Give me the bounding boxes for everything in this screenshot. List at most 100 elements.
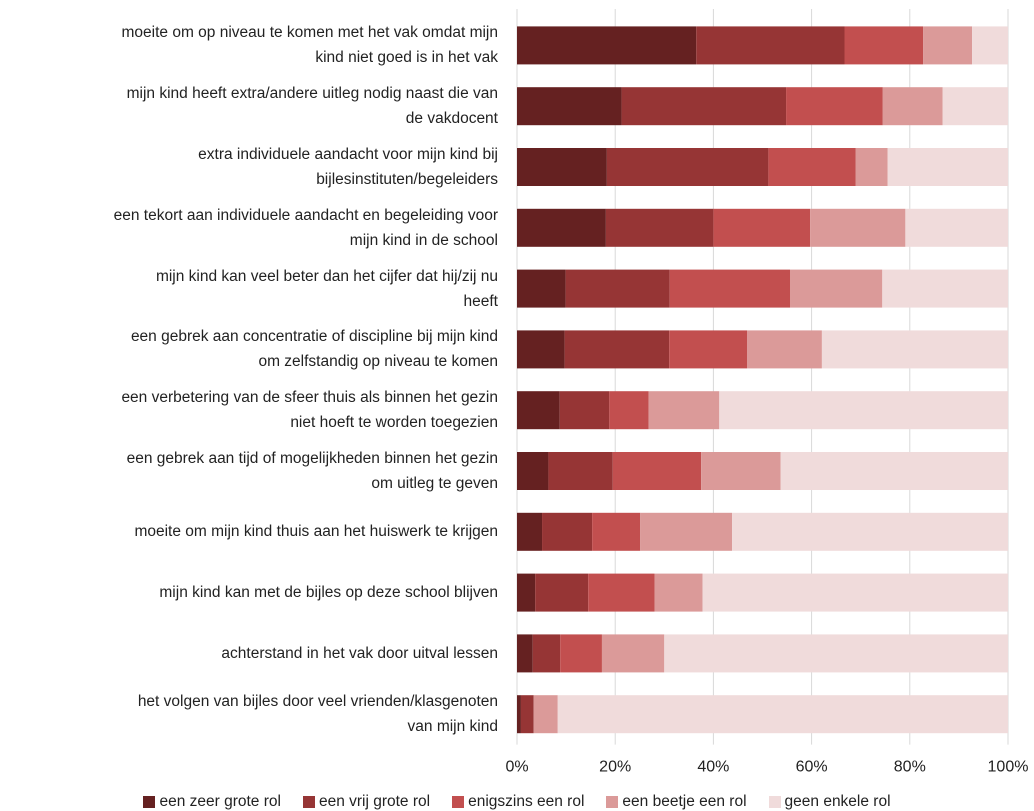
category-label-line: achterstand in het vak door uitval lesse… bbox=[221, 644, 498, 662]
stacked-bar-chart: 0% 20% 40% 60% 80% 100% bbox=[505, 9, 1029, 776]
bar-segment bbox=[669, 269, 790, 308]
bar-segment bbox=[701, 452, 781, 490]
category-label: een gebrek aan tijd of mogelijkheden bin… bbox=[0, 446, 498, 496]
bar-segment bbox=[517, 634, 533, 673]
category-label: moeite om mijn kind thuis aan het huiswe… bbox=[0, 519, 498, 544]
category-label: mijn kind kan veel beter dan het cijfer … bbox=[0, 264, 498, 314]
bars bbox=[517, 26, 1008, 734]
category-label: mijn kind kan met de bijles op deze scho… bbox=[0, 580, 498, 605]
bar-segment bbox=[601, 634, 665, 673]
legend-label: een vrij grote rol bbox=[318, 792, 431, 810]
bar-segment bbox=[780, 452, 1008, 490]
bar-segment bbox=[882, 87, 943, 126]
bar-segment bbox=[654, 573, 703, 612]
category-label-line: een gebrek aan concentratie of disciplin… bbox=[130, 328, 498, 346]
bar-segment bbox=[605, 208, 714, 247]
gridlines bbox=[516, 9, 1009, 745]
bar-segment bbox=[517, 26, 697, 65]
bar-segment bbox=[882, 269, 1008, 308]
legend-swatch bbox=[768, 795, 781, 808]
category-label-line: moeite om op niveau te komen met het vak… bbox=[121, 24, 499, 42]
legend-label: geen enkele rol bbox=[784, 792, 891, 810]
x-tick-label: 60% bbox=[796, 759, 828, 776]
category-label-line: een verbetering van de sfeer thuis als b… bbox=[121, 389, 498, 407]
bar-segment bbox=[517, 208, 606, 247]
bar-segment bbox=[732, 512, 1008, 551]
legend-item: een zeer grote rol bbox=[143, 792, 281, 811]
bar-segment bbox=[664, 634, 1008, 673]
bar-segment bbox=[810, 208, 906, 247]
bar-segment bbox=[564, 330, 670, 369]
category-label-line: niet hoeft te worden toegezien bbox=[290, 414, 498, 432]
bar-segment bbox=[747, 330, 822, 369]
bar-segment bbox=[821, 330, 1008, 369]
legend-item: een vrij grote rol bbox=[302, 792, 431, 811]
bar-segment bbox=[905, 208, 1008, 247]
category-label-line: moeite om mijn kind thuis aan het huiswe… bbox=[134, 523, 498, 541]
bar-segment bbox=[855, 148, 888, 186]
category-label-line: het volgen van bijles door veel vrienden… bbox=[137, 693, 498, 711]
x-tick-label: 40% bbox=[697, 759, 729, 776]
bar-segment bbox=[612, 452, 702, 490]
category-label: een verbetering van de sfeer thuis als b… bbox=[0, 385, 498, 435]
bar-segment bbox=[565, 269, 670, 308]
bar-segment bbox=[789, 269, 883, 308]
bar-segment bbox=[557, 695, 1008, 734]
bar-segment bbox=[532, 634, 561, 673]
category-label-line: een gebrek aan tijd of mogelijkheden bin… bbox=[126, 450, 498, 467]
bar-segment bbox=[606, 148, 769, 186]
category-label-line: mijn kind heeft extra/andere uitleg nodi… bbox=[126, 85, 498, 103]
bar-segment bbox=[548, 452, 613, 490]
bar-segment bbox=[517, 695, 521, 734]
bar-segment bbox=[609, 391, 649, 430]
bar-segment bbox=[592, 512, 641, 551]
bar-segment bbox=[648, 391, 720, 430]
bar-segment bbox=[535, 573, 589, 612]
bar-segment bbox=[887, 148, 1008, 186]
category-label-line: de vakdocent bbox=[405, 110, 498, 128]
bar-segment bbox=[640, 512, 733, 551]
legend-item: geen enkele rol bbox=[768, 792, 891, 811]
bar-segment bbox=[520, 695, 534, 734]
bar-segment bbox=[696, 26, 845, 65]
bar-segment bbox=[559, 391, 610, 430]
category-label-line: mijn kind kan veel beter dan het cijfer … bbox=[155, 267, 498, 285]
bar-segment bbox=[517, 452, 549, 490]
category-label: moeite om op niveau te komen met het vak… bbox=[0, 20, 499, 70]
bar-segment bbox=[702, 573, 1008, 612]
x-tick-label: 0% bbox=[505, 759, 528, 776]
bar-segment bbox=[517, 573, 536, 612]
bar-segment bbox=[517, 148, 607, 186]
category-label-line: bijlesinstituten/begeleiders bbox=[316, 171, 498, 188]
bar-segment bbox=[844, 26, 924, 65]
bar-segment bbox=[972, 26, 1008, 65]
legend-item: een beetje een rol bbox=[606, 792, 747, 811]
legend-swatch bbox=[302, 795, 315, 808]
x-tick-label: 20% bbox=[599, 759, 631, 776]
bar-segment bbox=[517, 87, 622, 126]
bar-segment bbox=[719, 391, 1008, 430]
category-label-line: om uitleg te geven bbox=[371, 475, 498, 492]
category-label-line: om zelfstandig op niveau te komen bbox=[258, 353, 498, 371]
legend-label: enigszins een rol bbox=[468, 792, 585, 810]
category-label-line: kind niet goed is in het vak bbox=[315, 49, 498, 67]
category-label-line: een tekort aan individuele aandacht en b… bbox=[113, 206, 498, 224]
bar-segment bbox=[786, 87, 883, 126]
bar-segment bbox=[942, 87, 1008, 126]
legend-item: enigszins een rol bbox=[452, 792, 584, 811]
x-tick-label: 100% bbox=[988, 759, 1029, 776]
legend-swatch bbox=[452, 795, 465, 808]
x-tick-label: 80% bbox=[894, 759, 926, 776]
category-label: het volgen van bijles door veel vrienden… bbox=[0, 689, 498, 739]
bar-segment bbox=[713, 208, 811, 247]
bar-segment bbox=[560, 634, 602, 673]
category-label-line: van mijn kind bbox=[407, 718, 498, 736]
bar-segment bbox=[768, 148, 856, 186]
bar-segment bbox=[669, 330, 748, 369]
bar-segment bbox=[517, 391, 560, 430]
category-label-line: mijn kind in de school bbox=[349, 231, 498, 249]
legend-label: een beetje een rol bbox=[622, 792, 747, 810]
category-label-line: mijn kind kan met de bijles op deze scho… bbox=[159, 584, 498, 602]
bar-segment bbox=[517, 512, 543, 551]
category-label: achterstand in het vak door uitval lesse… bbox=[0, 641, 498, 666]
